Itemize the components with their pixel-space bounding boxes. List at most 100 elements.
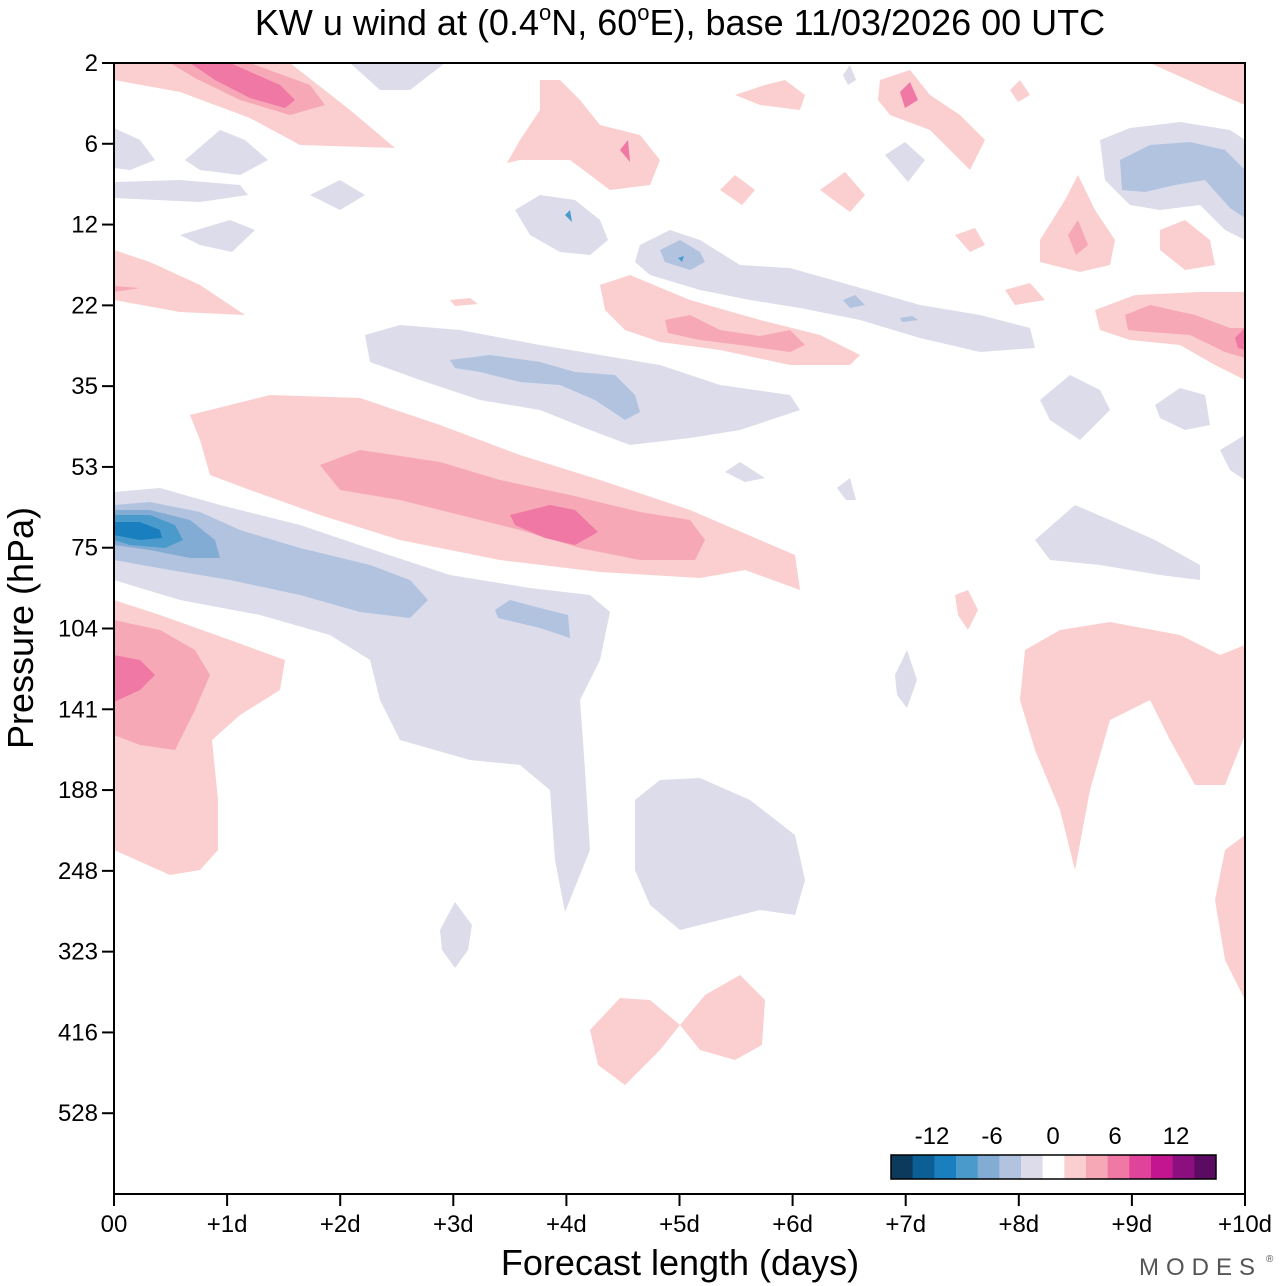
contour-pos6-lower-left	[114, 655, 155, 702]
y-tick-label: 248	[58, 858, 98, 885]
contour-pos2-strat-top	[114, 63, 395, 148]
y-tick-label: 6	[85, 131, 98, 158]
contour-pos2-upper-thin-a	[735, 80, 805, 110]
y-tick-label: 22	[71, 292, 98, 319]
brand-registered-mark: ®	[1266, 1254, 1274, 1265]
colorbar-swatch	[1107, 1155, 1130, 1179]
contour-level-neg2	[114, 63, 1245, 968]
colorbar-swatch	[977, 1155, 1000, 1179]
contour-neg2-small-3d	[440, 902, 472, 968]
x-tick-label: +3d	[433, 1211, 474, 1238]
contour-pos4-mid-band	[320, 450, 705, 560]
contour-level-neg-dots	[565, 210, 684, 262]
contour-pos2-small-a	[720, 175, 755, 205]
colorbar-swatch	[956, 1155, 979, 1179]
contour-level-neg10	[114, 522, 162, 540]
contour-neg-dot-a	[565, 210, 572, 222]
contour-neg2-8d-band	[1035, 505, 1200, 580]
y-tick-label: 323	[58, 939, 98, 966]
y-tick-label: 141	[58, 696, 98, 723]
contour-pos2-right-lower	[1020, 622, 1245, 870]
contour-neg2-upper-c	[114, 180, 248, 202]
y-tick-label: 188	[58, 777, 98, 804]
x-tick-label: +4d	[546, 1211, 587, 1238]
colorbar-swatch	[1086, 1155, 1109, 1179]
contour-neg2-upper-d	[310, 180, 365, 210]
contour-neg2-small-6d-c	[843, 65, 856, 85]
contour-pos2-small-d	[955, 590, 978, 630]
x-tick-label: +9d	[1112, 1211, 1153, 1238]
contour-neg2-7d-small	[885, 142, 925, 182]
contour-neg2-upper-e	[180, 220, 255, 252]
colorbar-label: -12	[915, 1123, 950, 1150]
contour-pos4-9d-band	[1125, 305, 1245, 358]
x-tick-label: +5d	[659, 1211, 700, 1238]
contour-neg4-center	[660, 240, 705, 270]
x-tick-label: 00	[101, 1211, 128, 1238]
contour-pos4-lower-left	[114, 620, 210, 750]
contour-pos2-upper-center	[507, 80, 660, 190]
contour-pos2-bottom-b	[680, 975, 765, 1060]
contour-pos2-small-e	[450, 298, 478, 306]
x-tick-label: +2d	[320, 1211, 361, 1238]
x-tick-label: +7d	[885, 1211, 926, 1238]
contour-pos2-small-c	[955, 228, 985, 252]
contour-pos6-mid	[510, 505, 598, 545]
y-tick-label: 12	[71, 212, 98, 239]
contour-neg4-3d	[495, 600, 570, 638]
contour-pos2-8d-dot	[1010, 80, 1030, 102]
contour-pos4-upper-left-line	[114, 286, 140, 292]
contour-pos6-7d	[900, 82, 918, 108]
contour-neg2-blob-4d	[515, 195, 608, 255]
y-tick-label: 2	[85, 50, 98, 77]
contour-pos2-upper-left	[114, 250, 245, 315]
y-tick-label: 104	[58, 616, 98, 643]
x-tick-label: +1d	[207, 1211, 248, 1238]
contour-pos2-8d-small	[1005, 283, 1045, 305]
contour-pos2-small-b	[820, 172, 865, 212]
contour-level-pos6	[114, 63, 1245, 702]
colorbar-swatch	[1129, 1155, 1152, 1179]
colorbar: -12 -6 0 6 12	[890, 1123, 1217, 1180]
contour-pos2-right-edge	[1215, 835, 1245, 1000]
y-tick-label: 53	[71, 454, 98, 481]
x-tick-label: +8d	[998, 1211, 1039, 1238]
chart-title: KW u wind at (0.4oN, 60oE), base 11/03/2…	[255, 0, 1105, 43]
colorbar-swatch	[999, 1155, 1022, 1179]
contour-neg2-upper-b	[185, 130, 268, 175]
contour-neg2-9d-small-a	[1040, 375, 1110, 440]
y-axis: 2 6 12 22 35 53 75 104 141 188 248 323 416 528	[58, 50, 114, 1127]
contour-neg2-small-6d-b	[837, 478, 856, 500]
brand-logo: MODES	[1139, 1254, 1262, 1281]
colorbar-label: 6	[1108, 1123, 1121, 1150]
x-tick-label: +6d	[772, 1211, 813, 1238]
y-tick-label: 35	[71, 373, 98, 400]
contour-neg2-9d-small-b	[1155, 388, 1210, 430]
x-axis-title: Forecast length (days)	[501, 1242, 859, 1283]
contour-pos6-5d	[620, 140, 630, 162]
colorbar-swatch	[1042, 1155, 1065, 1179]
contour-neg2-right-edge	[1220, 435, 1245, 480]
contour-neg4-dot-a	[843, 295, 865, 308]
contour-pos6-strat	[190, 63, 295, 108]
colorbar-swatch	[1151, 1155, 1174, 1179]
contour-pos2-9d-blob	[1160, 220, 1215, 270]
colorbar-frame	[890, 1154, 1217, 1180]
colorbar-swatch	[891, 1155, 914, 1179]
contour-fills	[114, 63, 1245, 1085]
contour-pos4-center-band	[665, 315, 805, 352]
contour-pos2-top-right	[1150, 63, 1245, 105]
contour-neg2-lower-blob	[635, 778, 805, 930]
contour-pos6-9d	[1235, 328, 1245, 350]
contour-pos4-9d-spike	[1068, 220, 1088, 255]
colorbar-swatch	[934, 1155, 957, 1179]
contour-neg2-small-6d	[725, 462, 765, 482]
y-tick-label: 528	[58, 1100, 98, 1127]
y-tick-label: 75	[71, 535, 98, 562]
contour-pos2-bottom-a	[590, 998, 680, 1085]
contour-neg2-center-band	[635, 230, 1035, 352]
contour-neg4-9d	[1120, 142, 1245, 218]
contour-neg4-mid	[450, 355, 640, 420]
colorbar-label: 12	[1163, 1123, 1190, 1150]
